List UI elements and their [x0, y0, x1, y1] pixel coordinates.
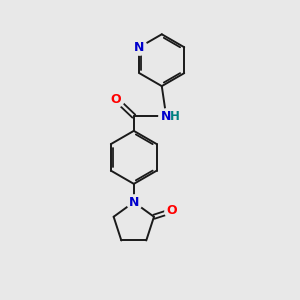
- Text: N: N: [134, 41, 145, 54]
- Text: N: N: [161, 110, 171, 123]
- Text: N: N: [129, 196, 139, 208]
- Text: O: O: [167, 204, 178, 218]
- Text: O: O: [111, 93, 122, 106]
- Text: H: H: [169, 110, 179, 123]
